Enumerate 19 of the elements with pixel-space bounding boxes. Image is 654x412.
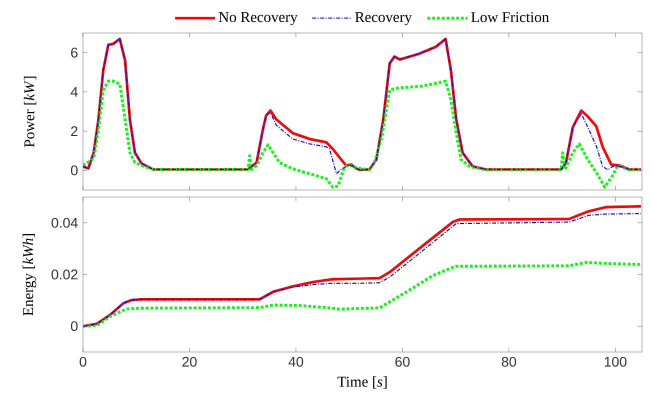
y-axis-title: Power [kW] <box>24 76 36 148</box>
x-tick-label: 60 <box>395 356 410 367</box>
y-tick-label: 0 <box>70 321 78 332</box>
y-axis-title: Energy [kWh] <box>22 234 36 316</box>
x-tick-label: 40 <box>288 356 304 367</box>
legend-label: Recovery <box>355 12 412 26</box>
x-axis-title: Time [s] <box>338 376 387 389</box>
y-tick-label: 0 <box>70 165 78 176</box>
legend-label: Low Friction <box>471 12 549 22</box>
y-tick-label: 0.02 <box>52 270 78 280</box>
x-tick-label: 80 <box>502 356 516 367</box>
x-tick-label: 0 <box>80 356 86 367</box>
y-tick-label: 2 <box>71 126 78 136</box>
legend-label: No Recovery <box>218 12 298 26</box>
y-tick-label: 4 <box>70 87 78 97</box>
y-tick-label: 0.04 <box>52 218 78 228</box>
x-tick-label: 20 <box>182 356 197 367</box>
x-tick-label: 100 <box>604 356 626 367</box>
y-tick-label: 6 <box>71 48 78 58</box>
